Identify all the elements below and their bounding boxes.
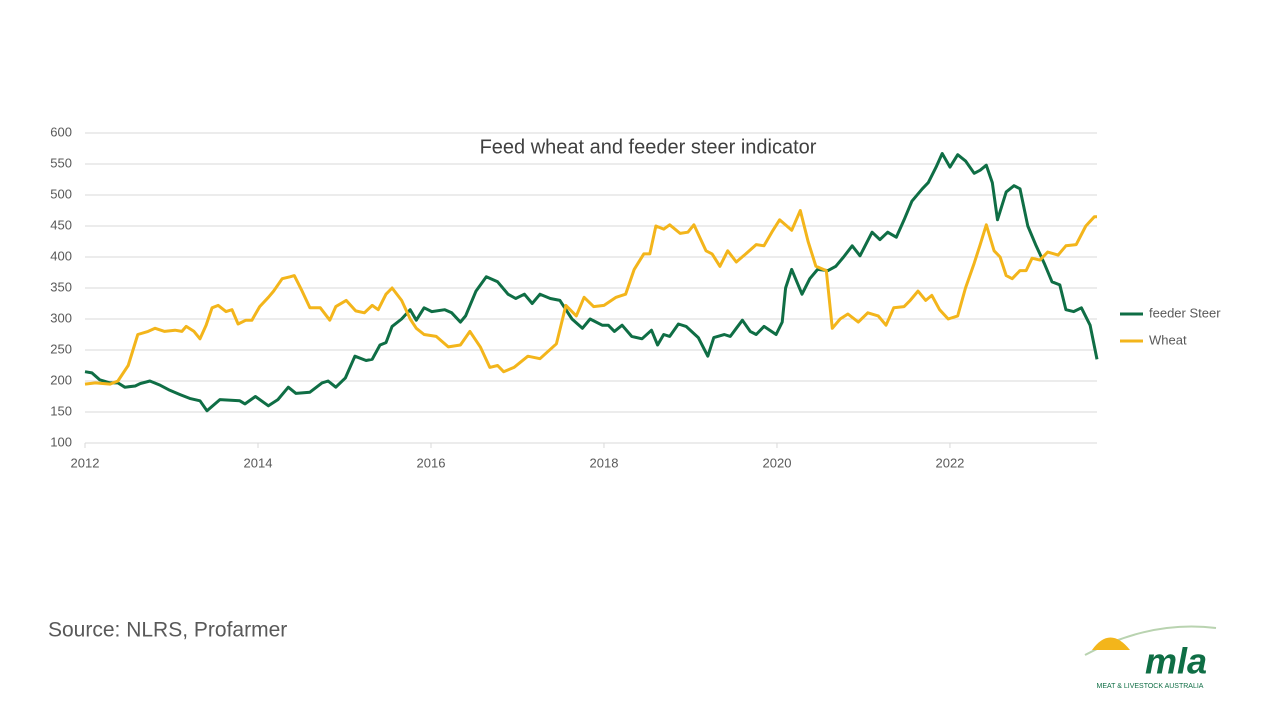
x-tick-label: 2022 [935,455,964,470]
logo-sun [1092,637,1130,650]
y-tick-label: 150 [50,403,72,418]
source-note: Source: NLRS, Profarmer [48,619,287,642]
y-tick-label: 250 [50,341,72,356]
y-tick-label: 450 [50,217,72,232]
series-line [84,209,1097,386]
y-tick-label: 400 [50,248,72,263]
chart-title: Feed wheat and feeder steer indicator [480,136,817,158]
y-tick-label: 350 [50,279,72,294]
y-tick-label: 500 [50,186,72,201]
y-tick-label: 200 [50,372,72,387]
x-tick-label: 2014 [244,455,273,470]
x-tick-label: 2016 [417,455,446,470]
series-line [84,152,1099,413]
x-tick-label: 2020 [763,455,792,470]
logo: mla MEAT & LIVESTOCK AUSTRALIA [1084,625,1217,690]
y-tick-label: 100 [50,434,72,449]
legend-label: feeder Steer [1149,305,1221,320]
x-tick-label: 2018 [590,455,619,470]
y-tick-label: 300 [50,310,72,325]
logo-text: mla [1145,641,1207,682]
y-tick-label: 600 [50,124,72,139]
logo-tagline: MEAT & LIVESTOCK AUSTRALIA [1097,683,1204,690]
legend-label: Wheat [1149,332,1187,347]
x-tick-label: 2012 [71,455,100,470]
y-tick-label: 550 [50,155,72,170]
